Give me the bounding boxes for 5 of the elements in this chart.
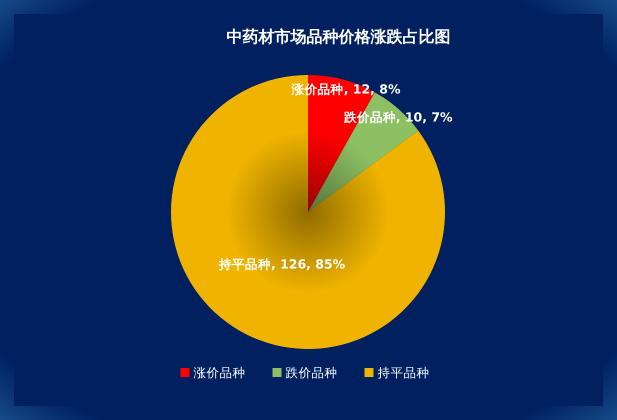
data-label: 持平品种, 126, 85% [218,256,346,272]
legend-label: 涨价品种 [194,365,246,380]
legend-label: 持平品种 [378,365,430,380]
chart-title: 中药材市场品种价格涨跌占比图 [226,27,450,46]
legend-label: 跌价品种 [286,365,338,380]
